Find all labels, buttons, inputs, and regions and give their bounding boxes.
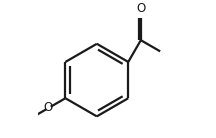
Text: O: O xyxy=(136,2,145,15)
Text: O: O xyxy=(44,101,53,115)
